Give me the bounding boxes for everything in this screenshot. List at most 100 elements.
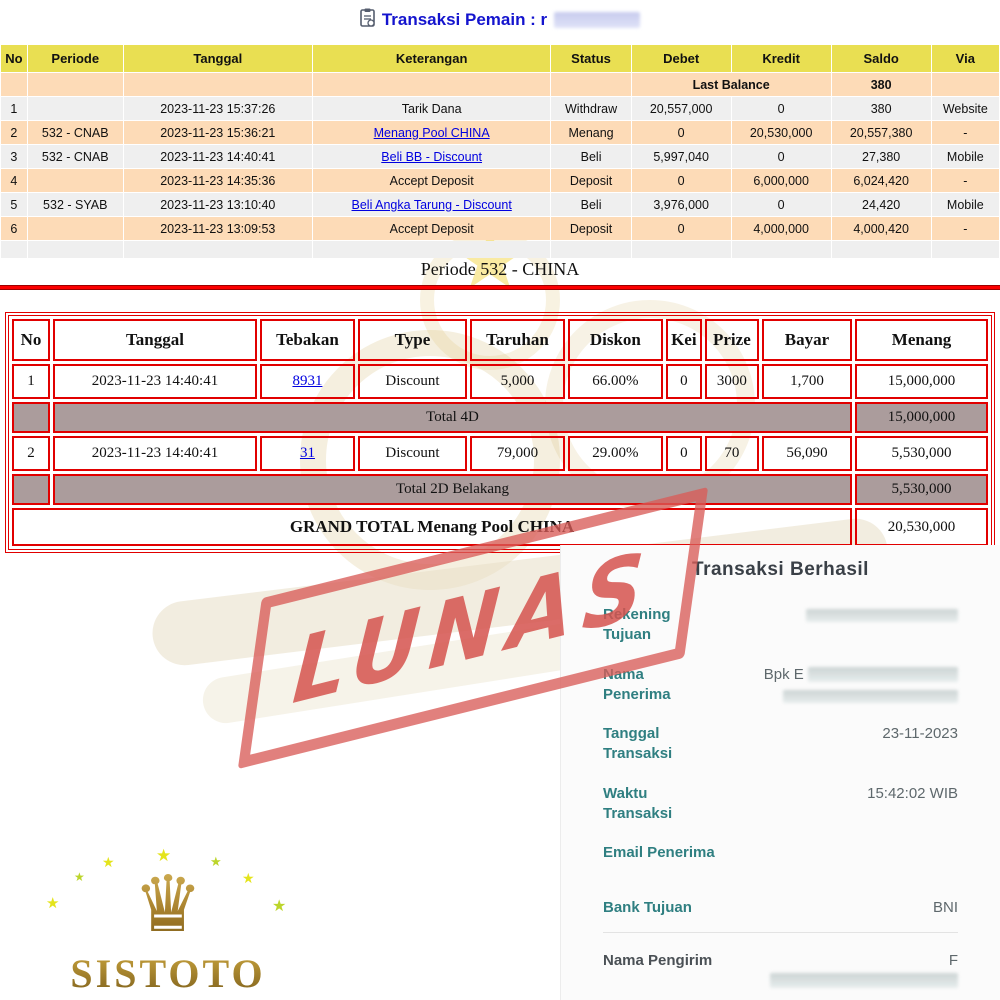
receipt-field-row: Email Penerima [603, 843, 958, 879]
table-header-row: No Periode Tanggal Keterangan Status Deb… [1, 45, 999, 72]
col-header-diskon: Diskon [567, 319, 663, 361]
grand-total-row: GRAND TOTAL Menang Pool CHINA 20,530,000 [12, 508, 988, 546]
table-row: 4 2023-11-23 14:35:36 Accept Deposit Dep… [1, 169, 999, 192]
keterangan-link[interactable]: Beli BB - Discount [381, 149, 483, 164]
field-value: 15:42:02 WIB [867, 784, 958, 802]
col-header-taruhan: Taruhan [470, 319, 565, 361]
total-2d-label: Total 2D Belakang [52, 474, 853, 505]
star-icon: ★ [242, 870, 255, 886]
col-header-no: No [1, 45, 27, 72]
red-divider [0, 285, 1000, 290]
col-header-tebakan: Tebakan [260, 319, 355, 361]
col-header-status: Status [551, 45, 631, 72]
field-value: 23-11-2023 [882, 725, 958, 742]
star-icon: ★ [46, 895, 60, 912]
star-icon: ★ [156, 846, 172, 865]
field-label: Waktu Transaksi [603, 784, 673, 822]
player-name-redacted [554, 12, 641, 28]
col-header-tanggal: Tanggal [52, 319, 257, 361]
transactions-table: No Periode Tanggal Keterangan Status Deb… [0, 44, 1000, 258]
field-value-redacted [806, 605, 958, 625]
col-header-type: Type [357, 319, 468, 361]
field-value: Bpk E [764, 665, 958, 704]
status-badge: Beli [551, 193, 631, 216]
receipt-field-row: Nama Pengirim F [603, 951, 958, 990]
field-label: Bank Tujuan [603, 899, 692, 916]
table-row: 2 532 - CNAB 2023-11-23 15:36:21 Menang … [1, 121, 999, 144]
value-redacted [808, 667, 958, 683]
field-label: Nama Pengirim [603, 952, 713, 969]
status-badge: Menang [551, 121, 631, 144]
grand-total-value: 20,530,000 [855, 508, 988, 546]
star-icon: ★ [210, 854, 222, 869]
keterangan-text: Accept Deposit [312, 169, 551, 192]
last-balance-label: Last Balance [631, 73, 831, 96]
receipt-title: Transaksi Berhasil [692, 559, 869, 580]
star-icon: ★ [102, 854, 115, 870]
col-header-kredit: Kredit [731, 45, 831, 72]
col-header-no: No [12, 319, 50, 361]
star-icon: ★ [74, 870, 85, 884]
receipt-field-row: Bank Tujuan BNI [603, 898, 958, 922]
col-header-kei: Kei [665, 319, 702, 361]
total-4d-value: 15,000,000 [855, 402, 988, 433]
status-badge: Beli [551, 145, 631, 168]
table-row: 1 2023-11-23 15:37:26 Tarik Dana Withdra… [1, 97, 999, 120]
field-label: Rekening Tujuan [603, 606, 671, 644]
col-header-menang: Menang [855, 319, 988, 361]
total-2d-value: 5,530,000 [855, 474, 988, 505]
table-row: 5 532 - SYAB 2023-11-23 13:10:40 Beli An… [1, 193, 999, 216]
last-balance-value: 380 [831, 73, 931, 96]
last-balance-row: Last Balance 380 [1, 73, 999, 96]
receipt-field-row: Tanggal Transaksi 23-11-2023 [603, 724, 958, 765]
total-4d-row: Total 4D 15,000,000 [12, 402, 988, 433]
receipt-field-row: Nama Penerima Bpk E [603, 665, 958, 706]
transactions-table-wrap: No Periode Tanggal Keterangan Status Deb… [0, 44, 1000, 258]
receipt-field-row: Waktu Transaksi 15:42:02 WIB [603, 784, 958, 825]
receipt-field-row: Rekening Tujuan [603, 605, 958, 646]
keterangan-link[interactable]: Menang Pool CHINA [373, 125, 490, 140]
field-value: BNI [932, 899, 958, 916]
table-row: 3 532 - CNAB 2023-11-23 14:40:41 Beli BB… [1, 145, 999, 168]
keterangan-link[interactable]: Beli Angka Tarung - Discount [351, 197, 512, 212]
bet-table-header-row: No Tanggal Tebakan Type Taruhan Diskon K… [12, 319, 988, 361]
status-badge: Deposit [551, 169, 631, 192]
col-header-debet: Debet [631, 45, 731, 72]
col-header-tanggal: Tanggal [123, 45, 312, 72]
field-value: F [770, 951, 958, 990]
bet-row: 2 2023-11-23 14:40:41 31 Discount 79,000… [12, 436, 988, 471]
field-label: Nama Penerima [603, 665, 671, 703]
field-label: Tanggal Transaksi [603, 725, 673, 763]
tebakan-link[interactable]: 8931 [292, 373, 323, 389]
keterangan-text: Tarik Dana [312, 97, 551, 120]
col-header-keterangan: Keterangan [312, 45, 551, 72]
logo-text: SISTOTO [28, 950, 308, 997]
col-header-bayar: Bayar [761, 319, 853, 361]
field-label: Email Penerima [603, 844, 715, 861]
receipt-divider [603, 932, 958, 933]
receipt-panel: Transaksi Berhasil Rekening Tujuan Nama … [560, 545, 1000, 1000]
col-header-saldo: Saldo [831, 45, 931, 72]
star-icon: ★ [272, 898, 287, 915]
status-badge: Deposit [551, 217, 631, 240]
periode-heading: Periode 532 - CHINA [420, 259, 580, 279]
value-redacted [783, 690, 958, 704]
col-header-via: Via [931, 45, 999, 72]
status-badge: Withdraw [551, 97, 631, 120]
bet-table: No Tanggal Tebakan Type Taruhan Diskon K… [5, 312, 995, 553]
clipboard-icon [360, 8, 375, 32]
col-header-prize: Prize [704, 319, 759, 361]
value-redacted [770, 973, 958, 989]
table-row-clipped [1, 241, 999, 258]
tebakan-link[interactable]: 31 [299, 445, 315, 461]
keterangan-text: Accept Deposit [312, 217, 551, 240]
page-title: Transaksi Pemain : r [381, 10, 548, 29]
grand-total-label: GRAND TOTAL Menang Pool CHINA [12, 508, 853, 546]
table-row: 6 2023-11-23 13:09:53 Accept Deposit Dep… [1, 217, 999, 240]
col-header-periode: Periode [27, 45, 123, 72]
bet-row: 1 2023-11-23 14:40:41 8931 Discount 5,00… [12, 364, 988, 399]
crown-icon: ♛ ★ ★ ★ ★ ★ ★ ★ [46, 846, 287, 948]
total-4d-label: Total 4D [52, 402, 853, 433]
total-2d-row: Total 2D Belakang 5,530,000 [12, 474, 988, 505]
page-header: Transaksi Pemain : r [0, 8, 1000, 32]
